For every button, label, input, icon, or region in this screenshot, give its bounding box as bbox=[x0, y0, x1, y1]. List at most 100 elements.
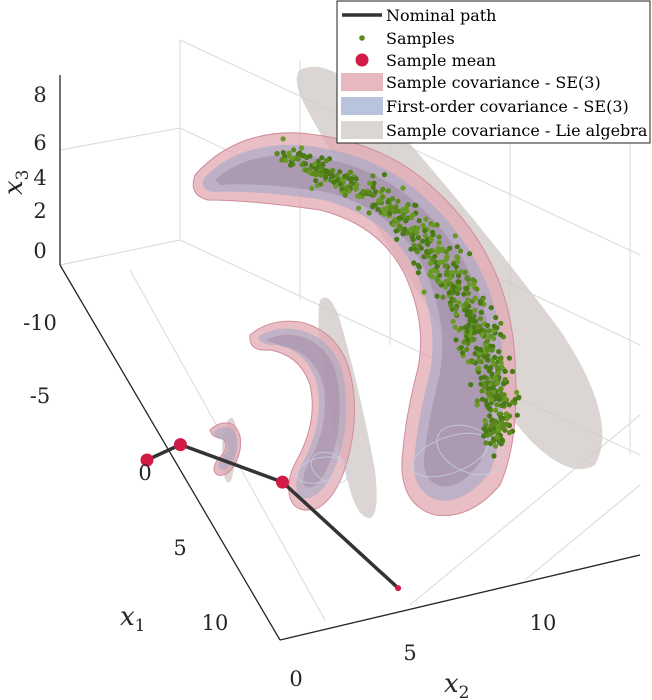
sample-point bbox=[465, 297, 471, 303]
sample-point bbox=[331, 179, 337, 185]
sample-point bbox=[392, 216, 399, 222]
sample-point bbox=[484, 322, 491, 329]
sample-point bbox=[492, 443, 499, 449]
x1-axis-line bbox=[59, 264, 281, 641]
sample-point bbox=[295, 156, 301, 162]
sample-point bbox=[479, 388, 485, 394]
x2-axis-line bbox=[279, 554, 641, 641]
x3-tick-label: 2 bbox=[33, 199, 46, 223]
sample-point bbox=[440, 246, 446, 252]
legend-entry-label: Sample mean bbox=[386, 51, 496, 70]
sample-point bbox=[402, 226, 408, 232]
sample-point bbox=[396, 223, 402, 229]
sample-point bbox=[512, 396, 518, 403]
sample-point bbox=[474, 402, 480, 408]
first-order-covariance-large bbox=[202, 144, 504, 501]
covariance-crescents bbox=[192, 132, 517, 517]
sample-point bbox=[491, 323, 498, 329]
sample-point bbox=[396, 215, 402, 221]
sample-point bbox=[474, 286, 480, 292]
sample-point bbox=[390, 196, 396, 202]
sample-point bbox=[337, 169, 343, 175]
sample-point bbox=[477, 300, 484, 306]
sample-point bbox=[274, 150, 280, 157]
sample-point bbox=[450, 261, 457, 267]
x1-tick-label: 0 bbox=[138, 461, 151, 485]
sample-point bbox=[481, 374, 488, 380]
sample-point bbox=[443, 284, 449, 290]
sample-point bbox=[439, 259, 446, 265]
sample-point bbox=[494, 434, 501, 440]
grid-line bbox=[409, 414, 641, 606]
legend-box bbox=[336, 0, 651, 144]
x1-tick-label: -10 bbox=[23, 311, 57, 335]
sample-point bbox=[495, 370, 501, 376]
hatch-ellipse bbox=[310, 451, 350, 485]
sample-point bbox=[467, 315, 473, 321]
sample-point bbox=[370, 184, 376, 190]
nominal-path-group bbox=[140, 438, 402, 592]
sample-point bbox=[452, 324, 458, 330]
sample-point bbox=[499, 437, 505, 443]
sample-point bbox=[367, 180, 373, 186]
sample-point bbox=[472, 307, 478, 313]
legend-entry-label: Nominal path bbox=[386, 6, 496, 25]
sample-point bbox=[376, 198, 382, 204]
legend: Nominal path Samples Sample mean Sample cov… bbox=[336, 0, 651, 144]
x1-tick-label: 10 bbox=[202, 611, 229, 635]
legend-patch-swatch bbox=[341, 97, 383, 115]
first-order-covariance-medium bbox=[258, 328, 347, 499]
sample-point bbox=[450, 318, 456, 324]
sample-point bbox=[418, 245, 424, 251]
sample-point bbox=[424, 237, 430, 243]
sample-mean-marker bbox=[140, 453, 154, 467]
sample-point bbox=[490, 385, 496, 391]
sample-point bbox=[461, 339, 467, 345]
x3-axis-label: x3 bbox=[0, 170, 33, 196]
sample-point bbox=[462, 324, 468, 330]
sample-point bbox=[319, 155, 325, 161]
sample-point bbox=[454, 254, 460, 260]
sample-point bbox=[411, 260, 417, 266]
sample-point bbox=[479, 396, 485, 402]
sample-point bbox=[456, 300, 462, 306]
sample-point bbox=[476, 350, 482, 357]
sample-point bbox=[307, 153, 313, 159]
grid-line bbox=[524, 484, 641, 581]
sample-point bbox=[444, 253, 450, 260]
sample-point bbox=[403, 218, 409, 224]
sample-point bbox=[492, 354, 498, 360]
sample-point bbox=[286, 153, 292, 159]
sample-point bbox=[366, 210, 372, 216]
sample-point bbox=[470, 277, 476, 283]
sample-point bbox=[442, 263, 448, 269]
sample-point bbox=[323, 157, 329, 164]
sample-point bbox=[348, 176, 354, 182]
sample-point bbox=[375, 206, 381, 212]
sample-point bbox=[489, 371, 495, 377]
sample-point bbox=[279, 157, 285, 163]
sample-point bbox=[473, 345, 480, 351]
sample-point bbox=[495, 427, 501, 433]
sample-point bbox=[482, 328, 488, 334]
sample-point bbox=[467, 309, 473, 315]
sample-point bbox=[380, 194, 386, 200]
sample-point bbox=[484, 346, 490, 352]
sample-point bbox=[372, 189, 378, 195]
sample-point bbox=[495, 380, 501, 386]
sample-point bbox=[354, 182, 360, 188]
sample-point bbox=[485, 333, 492, 339]
sample-point bbox=[493, 407, 499, 413]
x1-tick-label: -5 bbox=[30, 384, 50, 408]
sample-point bbox=[488, 365, 494, 371]
sample-point bbox=[415, 235, 421, 241]
se3-covariance-medium-inner bbox=[266, 334, 340, 488]
sample-point bbox=[463, 301, 469, 307]
sample-point bbox=[291, 147, 297, 153]
sample-point bbox=[458, 325, 464, 331]
sample-point bbox=[483, 428, 489, 434]
sample-point bbox=[400, 231, 406, 237]
sample-point bbox=[453, 306, 459, 312]
legend-patch-swatch bbox=[341, 121, 383, 139]
